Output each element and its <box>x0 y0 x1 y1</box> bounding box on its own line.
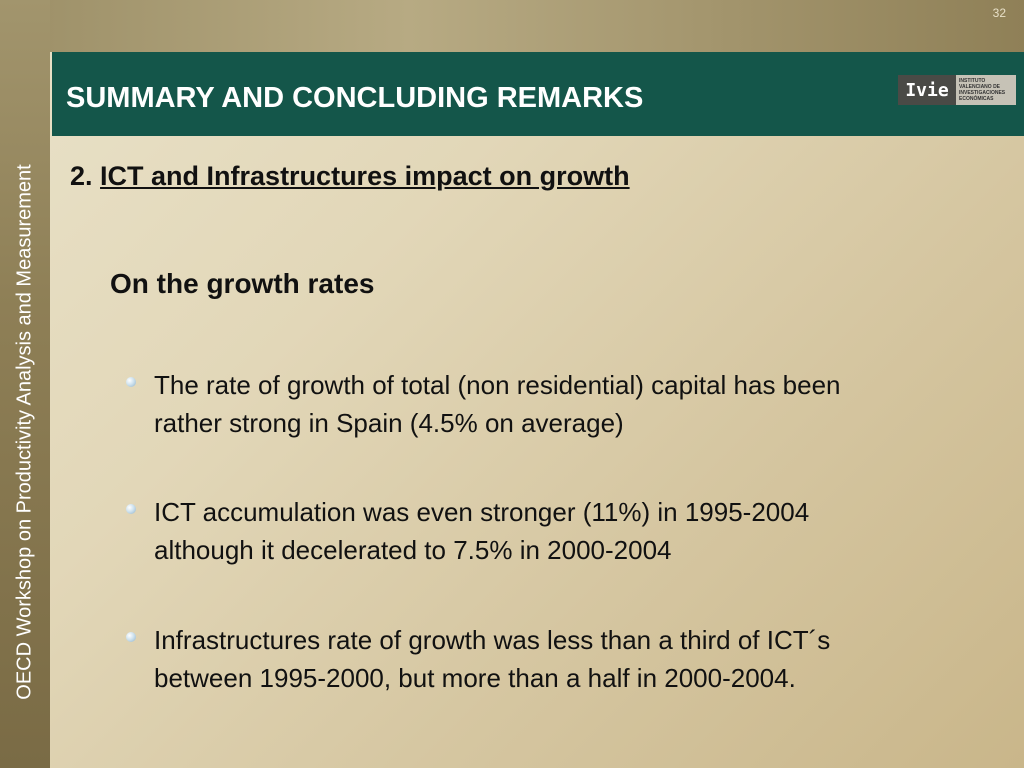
bullet-item: Infrastructures rate of growth was less … <box>126 621 986 697</box>
bullet-line: ICT accumulation was even stronger (11%)… <box>154 497 810 527</box>
ivie-logo: Ivie INSTITUTO VALENCIANO DE INVESTIGACI… <box>898 75 1016 105</box>
bullet-text: ICT accumulation was even stronger (11%)… <box>154 493 986 569</box>
bullet-icon <box>126 504 136 514</box>
logo-subtext: INSTITUTO VALENCIANO DE INVESTIGACIONES … <box>956 75 1016 105</box>
logo-line: INSTITUTO <box>959 78 986 84</box>
bullet-line: rather strong in Spain (4.5% on average) <box>154 408 624 438</box>
bullet-icon <box>126 632 136 642</box>
bullet-text: Infrastructures rate of growth was less … <box>154 621 986 697</box>
logo-line: VALENCIANO DE <box>959 84 1001 90</box>
heading-text: ICT and Infrastructures impact on growth <box>100 161 630 191</box>
title-bar: SUMMARY AND CONCLUDING REMARKS Ivie INST… <box>52 52 1024 136</box>
sidebar: OECD Workshop on Productivity Analysis a… <box>0 0 50 768</box>
bullet-text: The rate of growth of total (non residen… <box>154 366 986 442</box>
bullet-line: between 1995-2000, but more than a half … <box>154 663 796 693</box>
bullet-line: Infrastructures rate of growth was less … <box>154 625 831 655</box>
logo-line: ECONÓMICAS <box>959 96 994 102</box>
bullet-line: The rate of growth of total (non residen… <box>154 370 841 400</box>
sidebar-text: OECD Workshop on Productivity Analysis a… <box>13 164 36 700</box>
top-bar: 32 <box>0 0 1024 52</box>
section-heading: 2. ICT and Infrastructures impact on gro… <box>70 161 630 192</box>
page-number: 32 <box>992 6 1006 20</box>
logo-line: INVESTIGACIONES <box>959 90 1006 96</box>
bullet-item: The rate of growth of total (non residen… <box>126 366 986 442</box>
heading-number: 2. <box>70 161 93 191</box>
subheading: On the growth rates <box>110 268 375 299</box>
bullet-icon <box>126 377 136 387</box>
bullet-line: although it decelerated to 7.5% in 2000-… <box>154 535 672 565</box>
slide-title: SUMMARY AND CONCLUDING REMARKS <box>66 82 644 114</box>
logo-main-text: Ivie <box>898 75 956 105</box>
bullet-item: ICT accumulation was even stronger (11%)… <box>126 493 986 569</box>
